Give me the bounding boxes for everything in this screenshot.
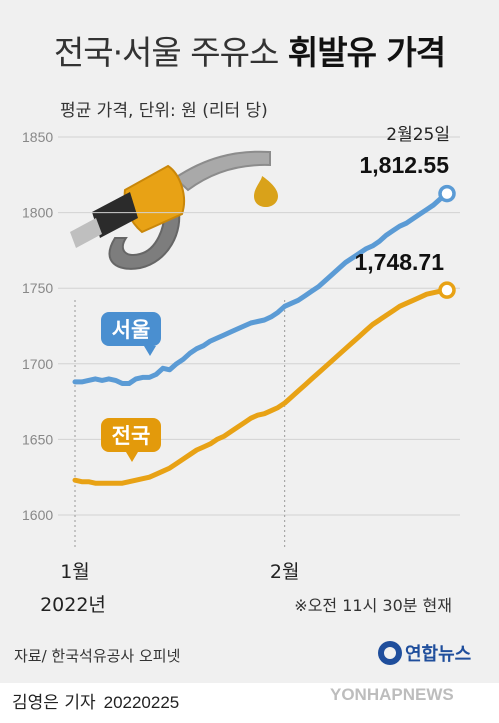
time-note: ※오전 11시 30분 현재 — [294, 596, 452, 615]
chart-subtitle: 평균 가격, 단위: 원 (리터 당) — [60, 101, 268, 121]
chart-card — [0, 0, 499, 683]
title-light: 전국·서울 주유소 — [53, 33, 279, 72]
x-tick-sublabel-0: 2022년 — [40, 594, 106, 616]
series-lines — [72, 191, 450, 486]
y-tick-label-1650: 1650 — [22, 431, 53, 447]
page-title: 전국·서울 주유소 휘발유 가격 — [0, 26, 499, 74]
data-source: 자료/ 한국석유공사 오피넷 — [14, 647, 181, 665]
series-callout-box-1 — [101, 418, 161, 452]
byline: 김영은 기자 20220225 — [12, 688, 179, 713]
yonhap-logo: 연합뉴스 — [378, 640, 471, 666]
series-line-0 — [72, 191, 450, 386]
x-tick-label-0: 1월 — [60, 561, 90, 583]
date-label: 2월25일 — [386, 125, 450, 145]
y-tick-label-1800: 1800 — [22, 205, 53, 221]
reporter: 김영은 기자 — [12, 693, 96, 713]
yonhap-logo-icon — [378, 641, 402, 665]
series-name-label-1: 전국 — [112, 424, 151, 448]
publish-date: 20220225 — [103, 693, 180, 712]
series-callout-tip-0 — [144, 346, 156, 356]
end-value-label-0: 1,812.55 — [359, 152, 449, 178]
title-bold: 휘발유 가격 — [287, 33, 446, 72]
end-markers: 1,812.55 서울 1,748.71 전국 — [101, 152, 456, 462]
x-guides — [74, 300, 286, 548]
end-marker-0 — [438, 184, 456, 203]
fuel-nozzle-icon — [70, 150, 278, 270]
series-line-1 — [72, 287, 450, 486]
y-tick-label-1700: 1700 — [22, 356, 53, 372]
x-tick-label-1: 2월 — [270, 561, 300, 583]
watermark: YONHAPNEWS — [330, 685, 454, 704]
end-marker-1 — [438, 281, 456, 299]
series-name-label-0: 서울 — [112, 318, 151, 342]
y-tick-label-1600: 1600 — [22, 507, 53, 523]
series-callout-box-0 — [101, 312, 161, 346]
line-chart: 1600 1650 1700 1750 1800 1850 1,812.55 서울 1,748… — [22, 125, 460, 616]
y-tick-label-1850: 1850 — [22, 129, 53, 145]
y-tick-label-1750: 1750 — [22, 280, 53, 296]
x-tick-labels: 1월 2022년 2월 — [40, 561, 299, 616]
logo-text: 연합뉴스 — [405, 644, 472, 665]
series-callout-tip-1 — [126, 452, 138, 462]
end-value-label-1: 1,748.71 — [354, 249, 444, 275]
